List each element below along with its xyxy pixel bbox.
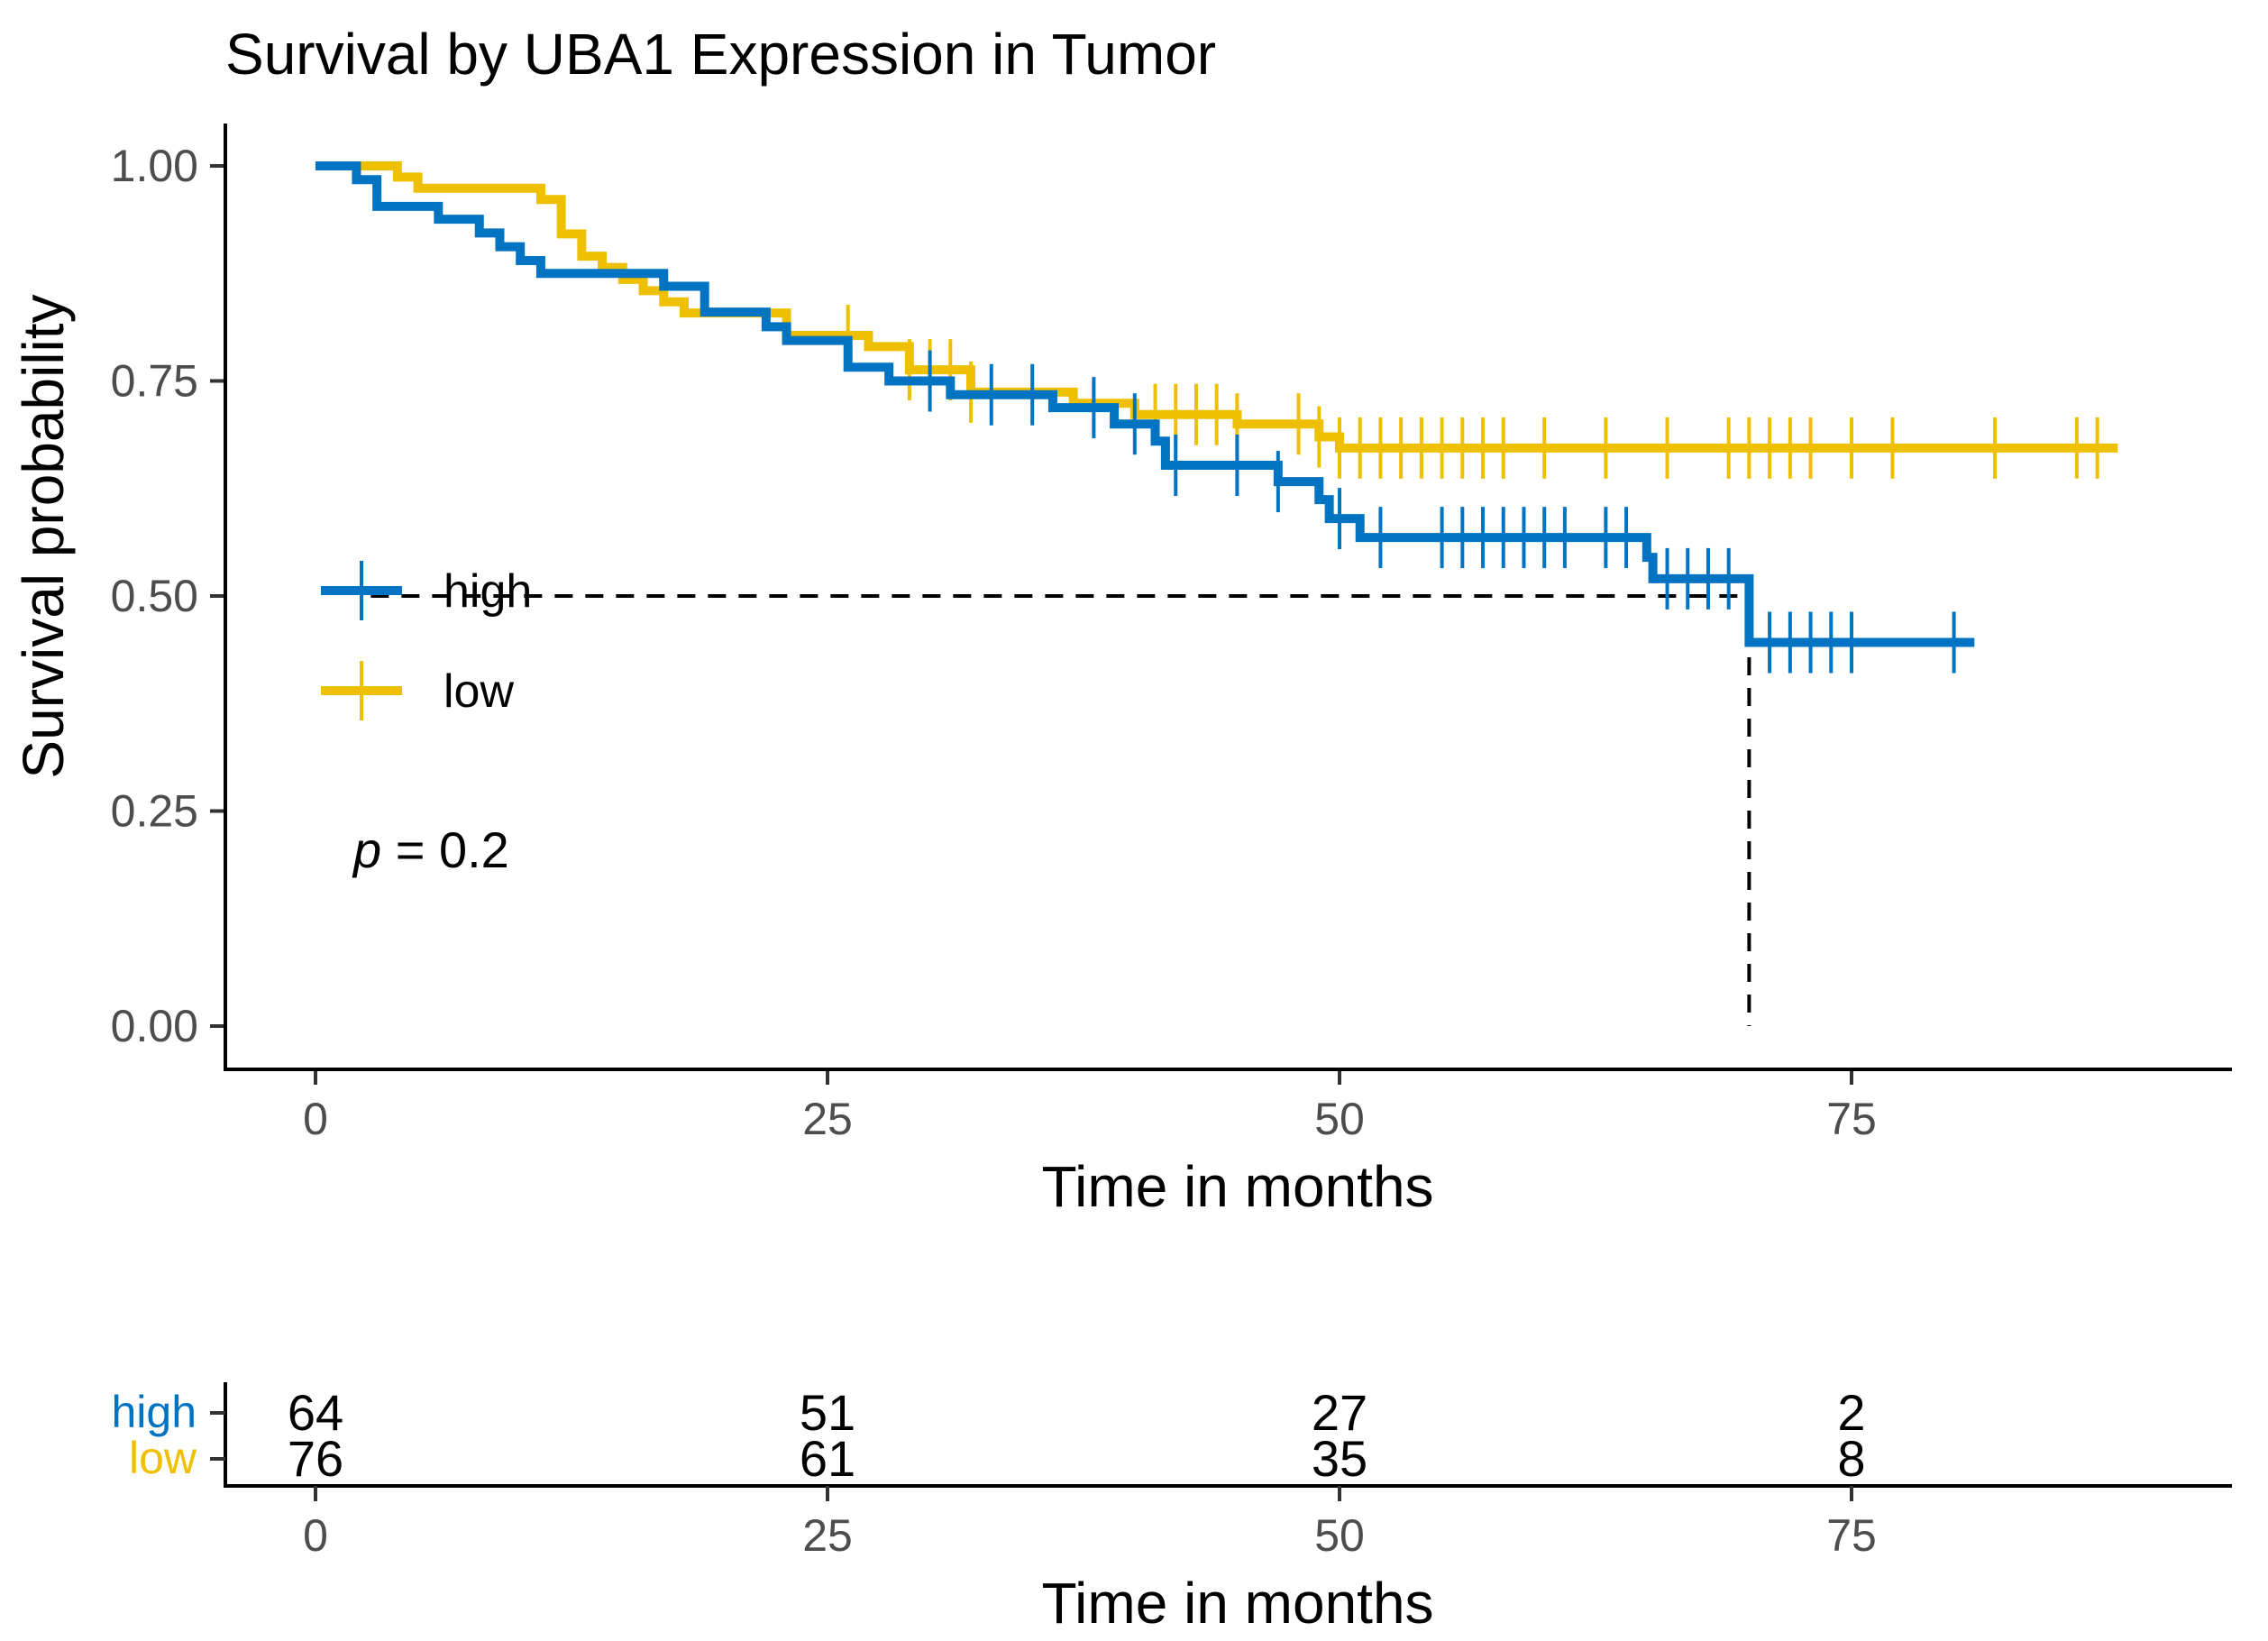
risk-x-tick-label: 50	[1314, 1510, 1365, 1561]
risk-x-axis-label: Time in months	[1041, 1571, 1433, 1636]
risk-value-high: 2	[1837, 1384, 1865, 1441]
y-tick-label: 0.75	[111, 356, 198, 407]
x-tick-label: 75	[1826, 1094, 1877, 1144]
x-ticks: 0 25 50 75	[303, 1069, 1877, 1144]
y-tick-label: 0.00	[111, 1001, 198, 1051]
main-plot: 0.00 0.25 0.50 0.75 1.00 0 25 50 75 Survival pr…	[11, 124, 2232, 1219]
risk-values: 64 51 27 2 76 61 35 8	[288, 1384, 1866, 1487]
x-tick-label: 0	[303, 1094, 328, 1144]
legend: high low	[321, 561, 532, 720]
risk-value-high: 27	[1312, 1384, 1367, 1441]
risk-x-ticks: 0 25 50 75	[303, 1486, 1877, 1561]
risk-table: high low 64 51 27 2 76 61 35 8 0 25 50 75 Time in …	[111, 1382, 2232, 1636]
survival-curves	[316, 161, 2118, 674]
y-axis-label: Survival probability	[11, 294, 76, 778]
risk-label-low: low	[129, 1433, 197, 1483]
risk-value-high: 51	[800, 1384, 855, 1441]
p-value-symbol: p	[352, 821, 381, 878]
median-lines	[370, 594, 1751, 1026]
risk-x-tick-label: 0	[303, 1510, 328, 1561]
risk-value-low: 76	[288, 1430, 343, 1487]
survival-curve-low	[316, 161, 2118, 453]
risk-x-tick-label: 75	[1826, 1510, 1877, 1561]
p-value-text: = 0.2	[381, 821, 509, 878]
survival-curve-high	[316, 161, 1975, 647]
x-tick-label: 50	[1314, 1094, 1365, 1144]
chart-title: Survival by UBA1 Expression in Tumor	[225, 22, 1216, 87]
risk-value-low: 61	[800, 1430, 855, 1487]
risk-x-tick-label: 25	[802, 1510, 853, 1561]
risk-label-high: high	[111, 1387, 197, 1437]
x-tick-label: 25	[802, 1094, 853, 1144]
y-grid-ticks: 0.00 0.25 0.50 0.75 1.00	[111, 141, 225, 1051]
y-tick-label: 1.00	[111, 141, 198, 191]
legend-label-low: low	[444, 665, 514, 718]
risk-value-low: 35	[1312, 1430, 1367, 1487]
p-value: p = 0.2	[352, 821, 509, 878]
y-tick-label: 0.25	[111, 786, 198, 837]
x-axis-label: Time in months	[1041, 1154, 1433, 1219]
risk-value-high: 64	[288, 1384, 343, 1441]
y-tick-label: 0.50	[111, 571, 198, 621]
legend-label-high: high	[444, 565, 532, 618]
risk-value-low: 8	[1837, 1430, 1865, 1487]
